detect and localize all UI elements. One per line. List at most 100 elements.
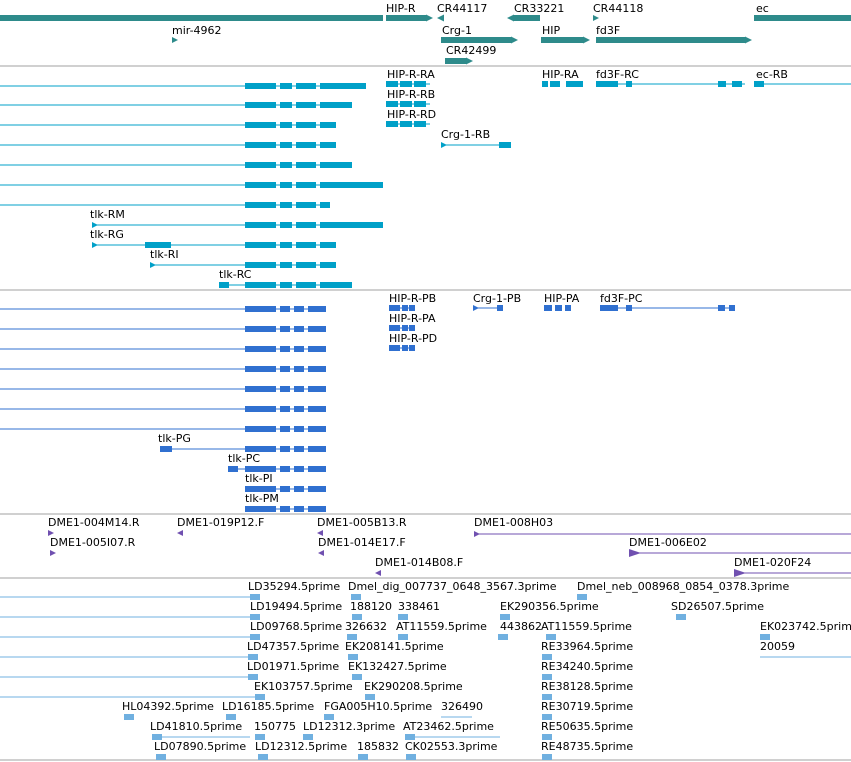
transcript-exon[interactable] (320, 282, 352, 288)
cds-exon[interactable] (308, 306, 326, 312)
est-label[interactable]: CK02553.3prime (405, 740, 498, 753)
cds-exon[interactable] (294, 366, 304, 372)
cds-exon[interactable] (308, 506, 326, 512)
est-label[interactable]: LD07890.5prime (154, 740, 246, 753)
cds-label[interactable]: HIP-R-PB (389, 292, 436, 305)
transcript-exon[interactable] (245, 162, 276, 168)
transcript-exon[interactable] (414, 101, 426, 107)
est-label[interactable]: 188120 (350, 600, 392, 613)
cds-exon[interactable] (402, 345, 408, 351)
est-feature[interactable] (352, 614, 362, 620)
cds-exon[interactable] (245, 346, 276, 352)
est-label[interactable]: EK103757.5prime (254, 680, 353, 693)
transcript-exon[interactable] (400, 81, 412, 87)
cds-exon[interactable] (409, 305, 415, 311)
cds-exon[interactable] (280, 466, 290, 472)
transcript-label[interactable]: tlk-RI (150, 248, 179, 261)
est-label[interactable]: 326490 (441, 700, 483, 713)
transcript-exon[interactable] (245, 102, 276, 108)
transcript-exon[interactable] (296, 262, 316, 268)
cds-exon[interactable] (409, 345, 415, 351)
transcript-exon[interactable] (280, 282, 292, 288)
gene-bar[interactable] (596, 37, 745, 43)
cds-exon[interactable] (294, 306, 304, 312)
est-label[interactable]: LD12312.3prime (303, 720, 395, 733)
est-feature[interactable] (351, 594, 361, 600)
cds-exon[interactable] (308, 346, 326, 352)
cds-exon[interactable] (389, 305, 400, 311)
cds-exon[interactable] (555, 305, 562, 311)
est-label[interactable]: LD12312.5prime (255, 740, 347, 753)
transcript-exon[interactable] (414, 81, 426, 87)
transcript-exon[interactable] (499, 142, 511, 148)
est-label[interactable]: EK290208.5prime (364, 680, 463, 693)
cds-exon[interactable] (294, 466, 304, 472)
cds-label[interactable]: HIP-R-PD (389, 332, 437, 345)
transcript-exon[interactable] (280, 162, 292, 168)
gene-label[interactable]: CR33221 (514, 2, 564, 15)
gene-label[interactable]: HIP (542, 24, 561, 37)
transcript-exon[interactable] (280, 262, 292, 268)
cds-exon[interactable] (308, 366, 326, 372)
clone-label[interactable]: DME1-005B13.R (317, 516, 407, 529)
transcript-exon[interactable] (145, 242, 171, 248)
est-label[interactable]: EK208141.5prime (345, 640, 444, 653)
transcript-exon[interactable] (296, 282, 316, 288)
transcript-exon[interactable] (280, 142, 292, 148)
gene-label[interactable]: Crg-1 (442, 24, 472, 37)
est-feature[interactable] (760, 634, 770, 640)
transcript-exon[interactable] (245, 242, 276, 248)
est-label[interactable]: LD47357.5prime (247, 640, 339, 653)
cds-exon[interactable] (245, 326, 276, 332)
transcript-exon[interactable] (320, 182, 383, 188)
transcript-exon[interactable] (626, 81, 632, 87)
cds-exon[interactable] (245, 446, 276, 452)
cds-exon[interactable] (280, 446, 290, 452)
cds-exon[interactable] (228, 466, 238, 472)
cds-exon[interactable] (245, 486, 276, 492)
transcript-exon[interactable] (320, 262, 336, 268)
est-feature[interactable] (542, 714, 552, 720)
est-feature[interactable] (500, 614, 510, 620)
cds-exon[interactable] (280, 486, 290, 492)
cds-exon[interactable] (294, 486, 304, 492)
transcript-exon[interactable] (280, 182, 292, 188)
clone-label[interactable]: DME1-014E17.F (318, 536, 406, 549)
est-label[interactable]: RE30719.5prime (541, 700, 633, 713)
est-feature[interactable] (542, 754, 552, 760)
est-label[interactable]: EK023742.5prime (760, 620, 851, 633)
est-feature[interactable] (156, 754, 166, 760)
transcript-exon[interactable] (320, 202, 330, 208)
est-feature[interactable] (542, 674, 552, 680)
gene-label[interactable]: mir-4962 (172, 24, 222, 37)
cds-exon[interactable] (280, 326, 290, 332)
transcript-exon[interactable] (320, 162, 352, 168)
transcript-label[interactable]: HIP-R-RB (387, 88, 435, 101)
clone-label[interactable]: DME1-014B08.F (375, 556, 463, 569)
est-label[interactable]: Dmel_dig_007737_0648_3567.3prime (348, 580, 557, 593)
est-feature[interactable] (258, 754, 268, 760)
cds-exon[interactable] (245, 506, 276, 512)
gene-bar[interactable] (541, 37, 583, 43)
cds-exon[interactable] (245, 466, 276, 472)
transcript-exon[interactable] (296, 242, 316, 248)
transcript-exon[interactable] (245, 282, 276, 288)
cds-exon[interactable] (280, 426, 290, 432)
cds-exon[interactable] (245, 366, 276, 372)
est-feature[interactable] (347, 634, 357, 640)
est-label[interactable]: 185832 (357, 740, 399, 753)
transcript-exon[interactable] (754, 81, 764, 87)
est-feature[interactable] (255, 694, 265, 700)
cds-exon[interactable] (280, 406, 290, 412)
est-label[interactable]: FGA005H10.5prime (324, 700, 432, 713)
gene-label[interactable]: HIP-R (386, 2, 416, 15)
est-label[interactable]: AT11559.5prime (541, 620, 632, 633)
transcript-exon[interactable] (386, 81, 398, 87)
est-feature[interactable] (248, 674, 258, 680)
est-label[interactable]: RE33964.5prime (541, 640, 633, 653)
cds-exon[interactable] (245, 386, 276, 392)
cds-exon[interactable] (308, 486, 326, 492)
transcript-label[interactable]: HIP-R-RA (387, 68, 435, 81)
transcript-exon[interactable] (596, 81, 618, 87)
cds-exon[interactable] (294, 406, 304, 412)
